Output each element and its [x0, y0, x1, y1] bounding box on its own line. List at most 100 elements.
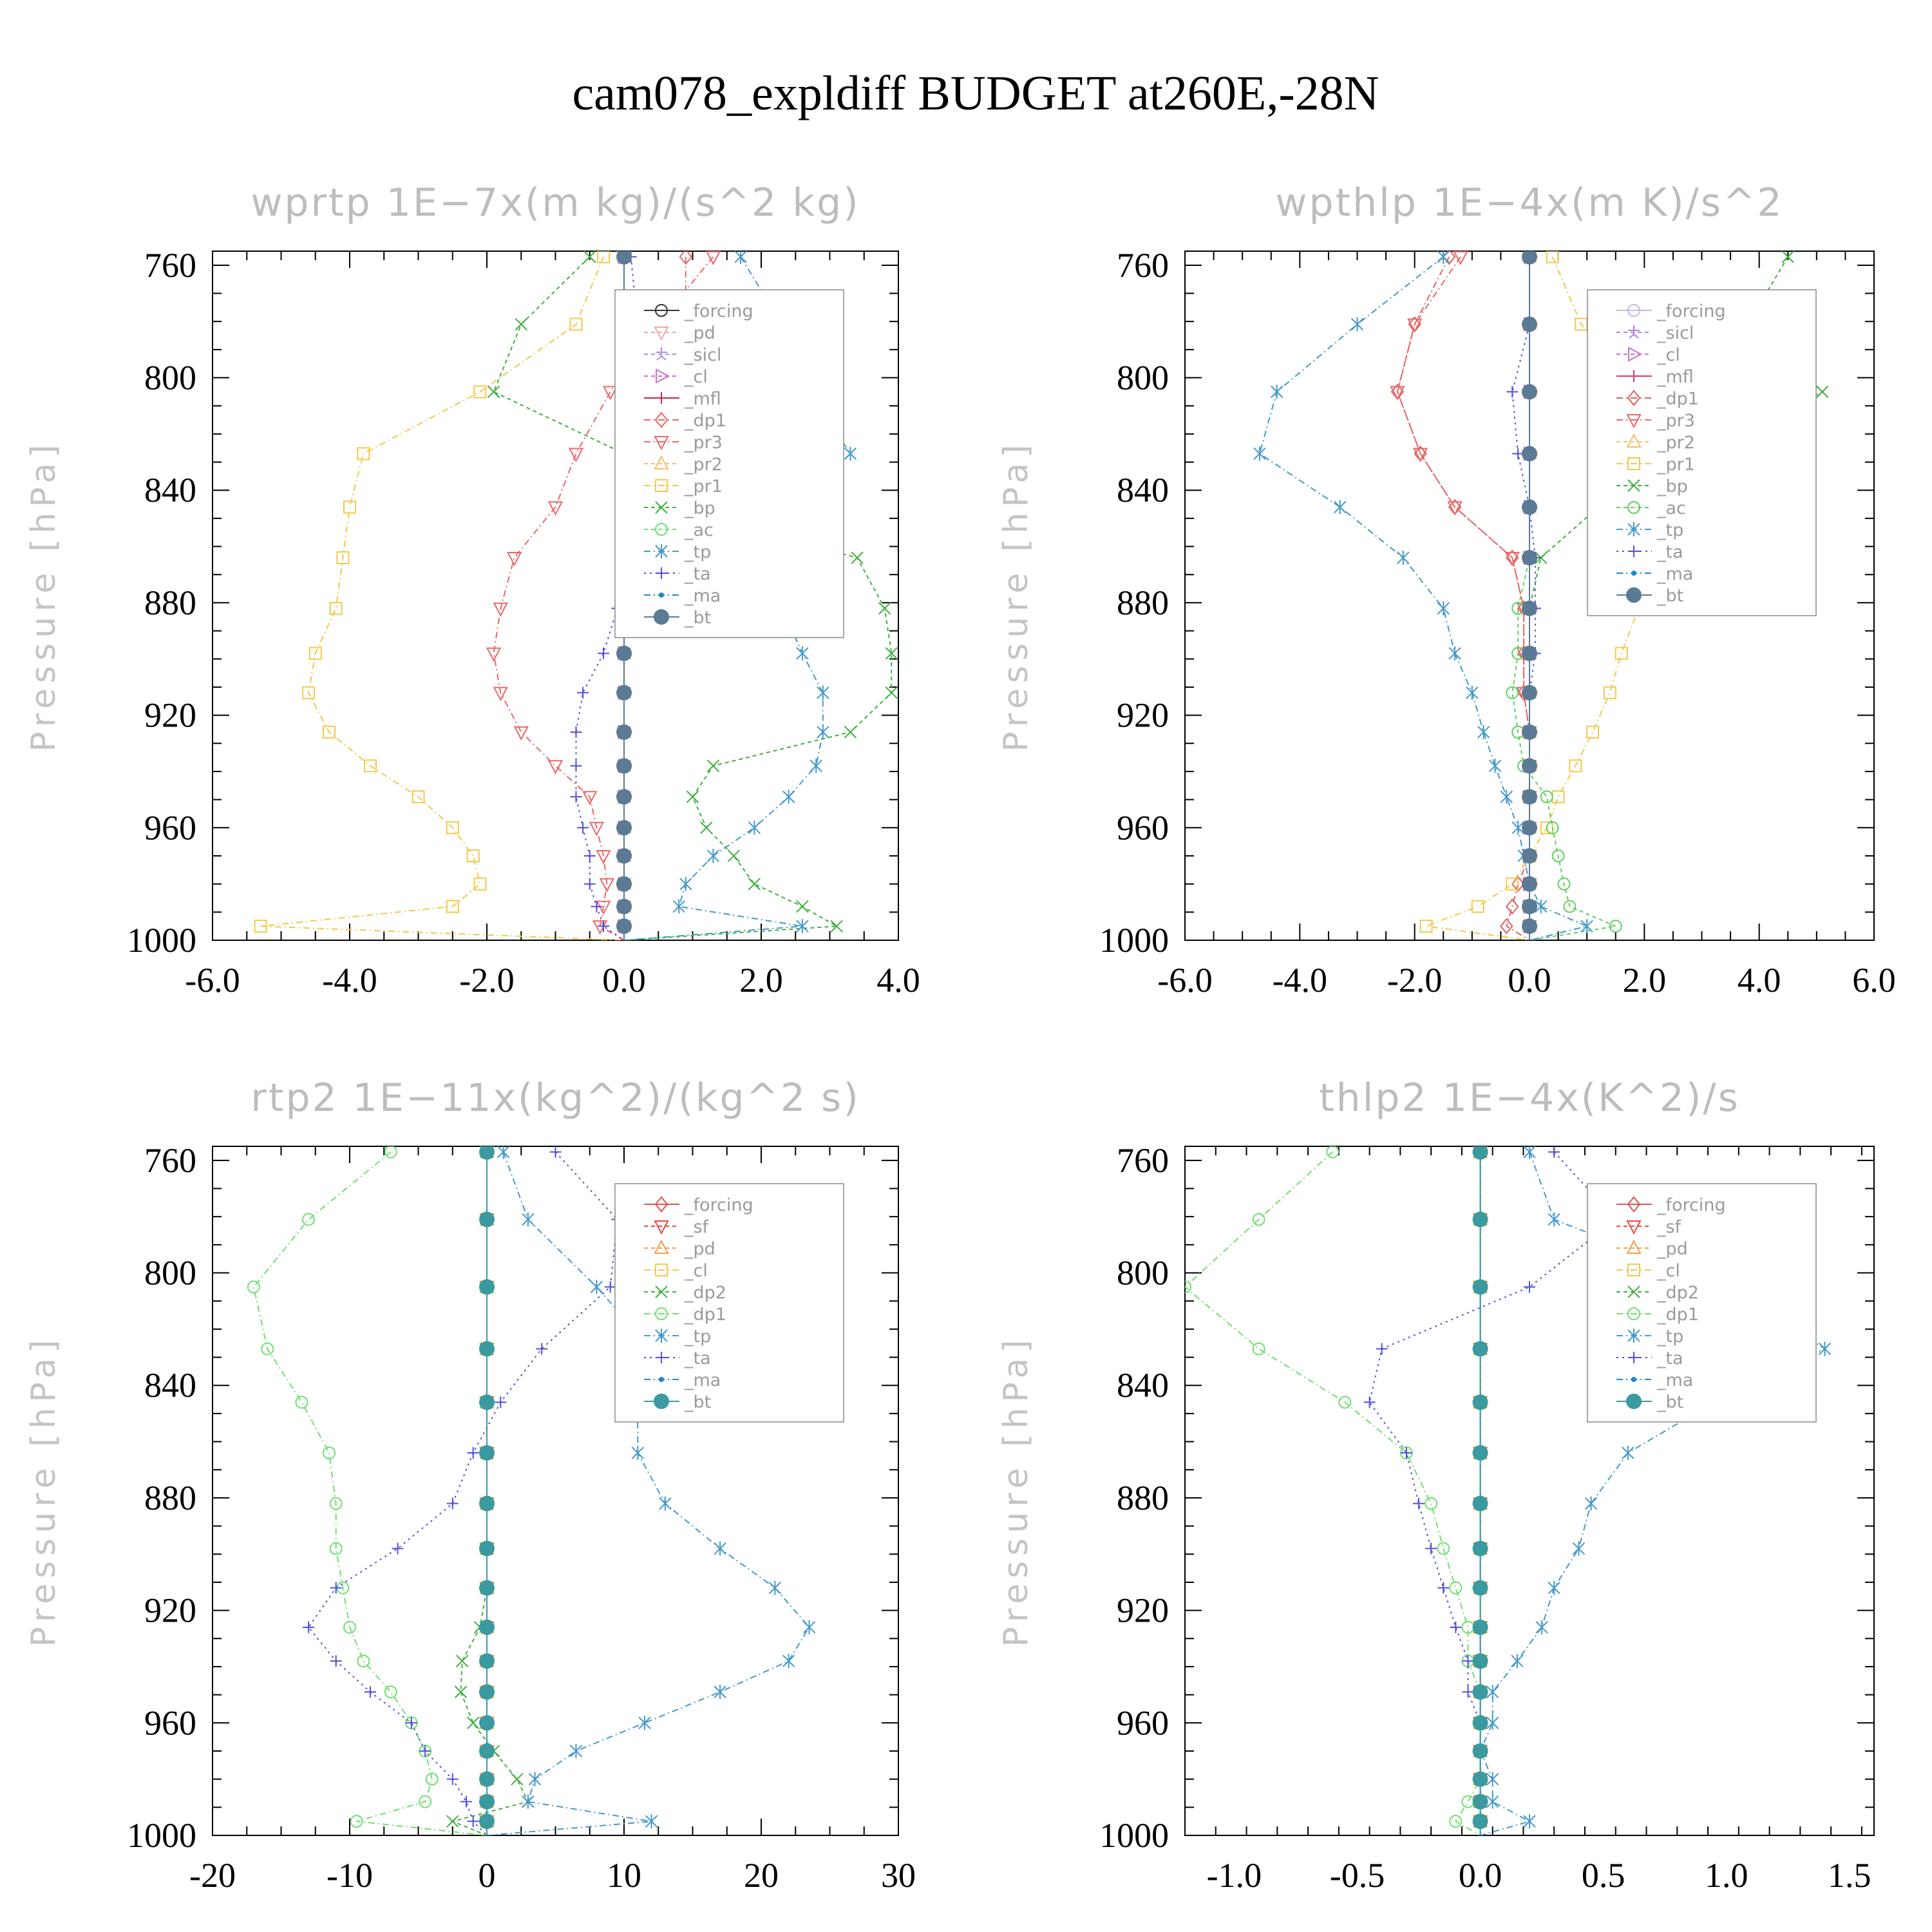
- data-point: [570, 760, 582, 772]
- data-point: [616, 645, 632, 661]
- legend-label: _ma: [684, 586, 721, 606]
- data-point: [1350, 317, 1364, 332]
- legend-marker: [654, 1394, 669, 1409]
- x-tick-label: 20: [744, 1856, 779, 1895]
- data-point: [1500, 918, 1513, 934]
- series-pr3: [486, 251, 721, 940]
- data-point: [479, 1743, 495, 1759]
- series-bt: [479, 1146, 495, 1835]
- data-point: [596, 900, 611, 915]
- legend-label: _bt: [1656, 1392, 1683, 1412]
- data-point: [467, 1447, 479, 1459]
- series-line: [1396, 256, 1530, 940]
- data-point: [1472, 1146, 1488, 1160]
- legend-label: _cl: [1656, 345, 1680, 365]
- legend-label: _forcing: [684, 1195, 753, 1215]
- legend-marker: [1626, 433, 1642, 448]
- legend-label: _ma: [1656, 1370, 1693, 1390]
- legend-marker: [654, 609, 669, 625]
- data-point: [446, 1497, 459, 1510]
- data-point: [589, 822, 605, 837]
- data-point: [479, 1794, 495, 1810]
- data-point: [1504, 552, 1520, 567]
- legend-entry: _ta: [644, 1349, 711, 1368]
- legend-entry: _sf: [644, 1217, 710, 1237]
- data-point: [446, 900, 459, 913]
- legend-marker: [656, 347, 667, 361]
- data-point: [1522, 251, 1537, 265]
- data-point: [1437, 1582, 1450, 1594]
- legend-marker: [1627, 1329, 1640, 1343]
- data-point: [885, 647, 898, 660]
- data-point: [796, 646, 809, 661]
- panel-title: wprtp 1E−7x(m kg)/(s^2 kg): [251, 180, 860, 225]
- data-point: [479, 1580, 495, 1596]
- data-point: [487, 385, 500, 399]
- legend-label: _sf: [684, 1217, 710, 1237]
- legend-label: _sicl: [1656, 323, 1694, 343]
- legend-entry: _tp: [644, 542, 711, 562]
- legend-entry: _pd: [1616, 1239, 1688, 1259]
- data-point: [1185, 1280, 1191, 1294]
- data-point: [1334, 500, 1347, 515]
- data-point: [1253, 446, 1266, 461]
- legend-box: [1587, 289, 1817, 616]
- data-point: [1412, 448, 1428, 462]
- data-point: [1472, 1279, 1488, 1295]
- data-point: [1522, 789, 1537, 805]
- legend-entry: _forcing: [1616, 1195, 1726, 1215]
- data-point: [473, 877, 487, 891]
- data-point: [569, 1743, 583, 1758]
- legend-entry: _ma: [1616, 1370, 1693, 1390]
- legend-label: _cl: [684, 367, 708, 387]
- data-point: [1472, 1743, 1488, 1759]
- data-point: [343, 500, 356, 514]
- data-point: [364, 1686, 376, 1698]
- plot-area: [254, 251, 898, 940]
- legend-entry: _cl: [1616, 345, 1680, 365]
- legend-marker: [654, 436, 669, 451]
- data-point: [1535, 1620, 1548, 1634]
- data-point: [511, 1772, 524, 1786]
- data-point: [1437, 251, 1450, 264]
- legend-label: _ac: [1656, 498, 1686, 518]
- y-tick-label: 1000: [1099, 921, 1169, 960]
- legend-entry: _ma: [644, 1370, 721, 1390]
- legend-label: _tp: [684, 1327, 711, 1347]
- x-tick-label: 30: [881, 1856, 916, 1895]
- y-tick-label: 1000: [127, 1816, 196, 1855]
- data-point: [598, 647, 610, 659]
- legend-marker: [1628, 1352, 1640, 1363]
- data-point: [479, 1540, 495, 1557]
- data-point: [1338, 1396, 1352, 1409]
- x-tick-label: 1.0: [1705, 1856, 1748, 1895]
- data-point: [1572, 1541, 1586, 1556]
- x-tick-label: 4.0: [876, 961, 920, 999]
- legend-marker: [1627, 1307, 1640, 1320]
- data-point: [547, 760, 564, 775]
- data-point: [1407, 318, 1423, 333]
- data-point: [830, 920, 843, 933]
- data-point: [1326, 1146, 1340, 1159]
- legend-marker: [1627, 304, 1640, 317]
- data-point: [1397, 551, 1410, 565]
- series-bt: [1472, 1146, 1488, 1835]
- data-point: [479, 1211, 495, 1227]
- legend-label: _tp: [1656, 520, 1683, 540]
- legend-label: _pr2: [1656, 433, 1695, 453]
- legend-label: _tp: [1656, 1327, 1683, 1347]
- data-point: [549, 1146, 562, 1158]
- legend: _forcing_sicl_cl_mfl_dp1_pr3_pr2_pr1_bp_…: [1587, 289, 1817, 616]
- legend-label: _ta: [684, 1349, 711, 1368]
- data-point: [1522, 316, 1537, 332]
- panel-3: rtp2 1E−11x(kg^2)/(kg^2 s) Pressure [hPa]…: [24, 1075, 916, 1895]
- legend-marker: [654, 327, 669, 341]
- legend-entry: _pd: [644, 323, 715, 343]
- data-point: [1447, 501, 1463, 516]
- legend-marker: [659, 1377, 664, 1382]
- data-point: [303, 1621, 315, 1633]
- legend: _forcing_sf_pd_cl_dp2_dp1_tp _ta _ma_bt: [1587, 1183, 1817, 1423]
- data-point: [536, 1343, 548, 1355]
- legend: _forcing_pd_sicl_cl_mfl_dp1_pr3_pr2_pr1_…: [614, 289, 844, 638]
